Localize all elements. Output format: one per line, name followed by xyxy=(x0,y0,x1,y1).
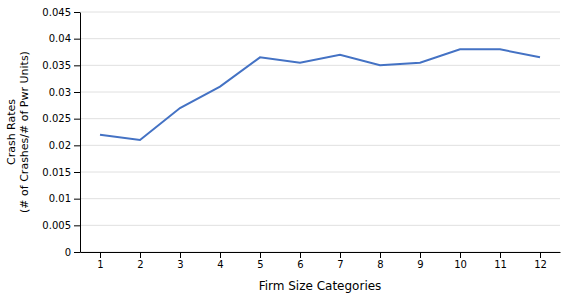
tick-label: 7 xyxy=(337,259,343,270)
tick-label: 3 xyxy=(177,259,183,270)
tick-label: 1 xyxy=(97,259,103,270)
tick-mark xyxy=(74,119,80,120)
line xyxy=(100,49,540,140)
tick-label: 12 xyxy=(534,259,547,270)
tick: 0.045 xyxy=(42,7,80,18)
tick-mark xyxy=(340,252,341,258)
tick-label: 0.045 xyxy=(42,7,71,18)
tick: 0.02 xyxy=(49,140,80,151)
tick-label: 0.015 xyxy=(42,167,71,178)
tick: 8 xyxy=(377,252,383,270)
tick-mark xyxy=(140,252,141,258)
tick: 7 xyxy=(337,252,343,270)
tick: 0.005 xyxy=(42,220,80,231)
tick-mark xyxy=(74,65,80,66)
tick: 0 xyxy=(65,247,80,258)
grid-line xyxy=(80,38,560,39)
tick-label: 11 xyxy=(494,259,507,270)
tick-mark xyxy=(380,252,381,258)
tick-label: 0.03 xyxy=(49,87,71,98)
tick: 0.035 xyxy=(42,60,80,71)
tick-mark xyxy=(180,252,181,258)
grid-line xyxy=(80,65,560,66)
y-axis-title: Crash Rates(# of Crashes/# of Pwr Units) xyxy=(5,51,31,213)
tick-label: 0.01 xyxy=(49,193,71,204)
x-axis-title: Firm Size Categories xyxy=(259,279,382,293)
tick-label: 0.04 xyxy=(49,33,71,44)
tick: 12 xyxy=(534,252,547,270)
tick-label: 8 xyxy=(377,259,383,270)
tick-label: 5 xyxy=(257,259,263,270)
tick-mark xyxy=(74,225,80,226)
tick-mark xyxy=(74,92,80,93)
tick-mark xyxy=(74,252,80,253)
tick: 0.03 xyxy=(49,87,80,98)
grid-line xyxy=(80,252,560,253)
tick-label: 0.02 xyxy=(49,140,71,151)
grid-line xyxy=(80,198,560,199)
tick-label: 9 xyxy=(417,259,423,270)
tick-label: 2 xyxy=(137,259,143,270)
plot: 12345678910111200.0050.010.0150.020.0250… xyxy=(42,7,560,270)
tick: 0.01 xyxy=(49,193,80,204)
tick: 0.04 xyxy=(49,33,80,44)
tick-mark xyxy=(74,172,80,173)
tick: 0.025 xyxy=(42,113,80,124)
tick: 4 xyxy=(217,252,223,270)
grid-line xyxy=(80,172,560,173)
grid-line xyxy=(80,118,560,119)
grid-line xyxy=(80,225,560,226)
tick-label: 0 xyxy=(65,247,71,258)
axis-line xyxy=(80,13,81,253)
chart: 12345678910111200.0050.010.0150.020.0250… xyxy=(0,0,576,298)
tick-label: 4 xyxy=(217,259,223,270)
tick-mark xyxy=(74,12,80,13)
marks xyxy=(100,49,540,140)
grid-line xyxy=(80,145,560,146)
tick-mark xyxy=(460,252,461,258)
tick-label: 0.025 xyxy=(42,113,71,124)
axis-line xyxy=(81,252,561,253)
tick-mark xyxy=(74,39,80,40)
y-axis: 0 0.005 0.01 0.015 0.02 0.025 0.03 0.035 0.04 0.0… xyxy=(42,7,80,258)
tick: 6 xyxy=(297,252,303,270)
tick-mark xyxy=(420,252,421,258)
tick: 0.015 xyxy=(42,167,80,178)
tick-mark xyxy=(74,145,80,146)
tick-mark xyxy=(220,252,221,258)
tick-mark xyxy=(74,199,80,200)
tick: 10 xyxy=(454,252,467,270)
tick-mark xyxy=(500,252,501,258)
tick: 5 xyxy=(257,252,263,270)
tick-label: 0.005 xyxy=(42,220,71,231)
tick-mark xyxy=(100,252,101,258)
tick: 1 xyxy=(97,252,103,270)
tick: 9 xyxy=(417,252,423,270)
tick: 2 xyxy=(137,252,143,270)
tick-mark xyxy=(540,252,541,258)
tick-label: 0.035 xyxy=(42,60,71,71)
grid-line xyxy=(80,12,560,13)
tick-label: 6 xyxy=(297,259,303,270)
tick-mark xyxy=(300,252,301,258)
grid-line xyxy=(80,92,560,93)
grid xyxy=(80,12,560,252)
x-axis: 123456789101112 xyxy=(81,252,561,270)
tick: 3 xyxy=(177,252,183,270)
tick-mark xyxy=(260,252,261,258)
tick: 11 xyxy=(494,252,507,270)
tick-label: 10 xyxy=(454,259,467,270)
